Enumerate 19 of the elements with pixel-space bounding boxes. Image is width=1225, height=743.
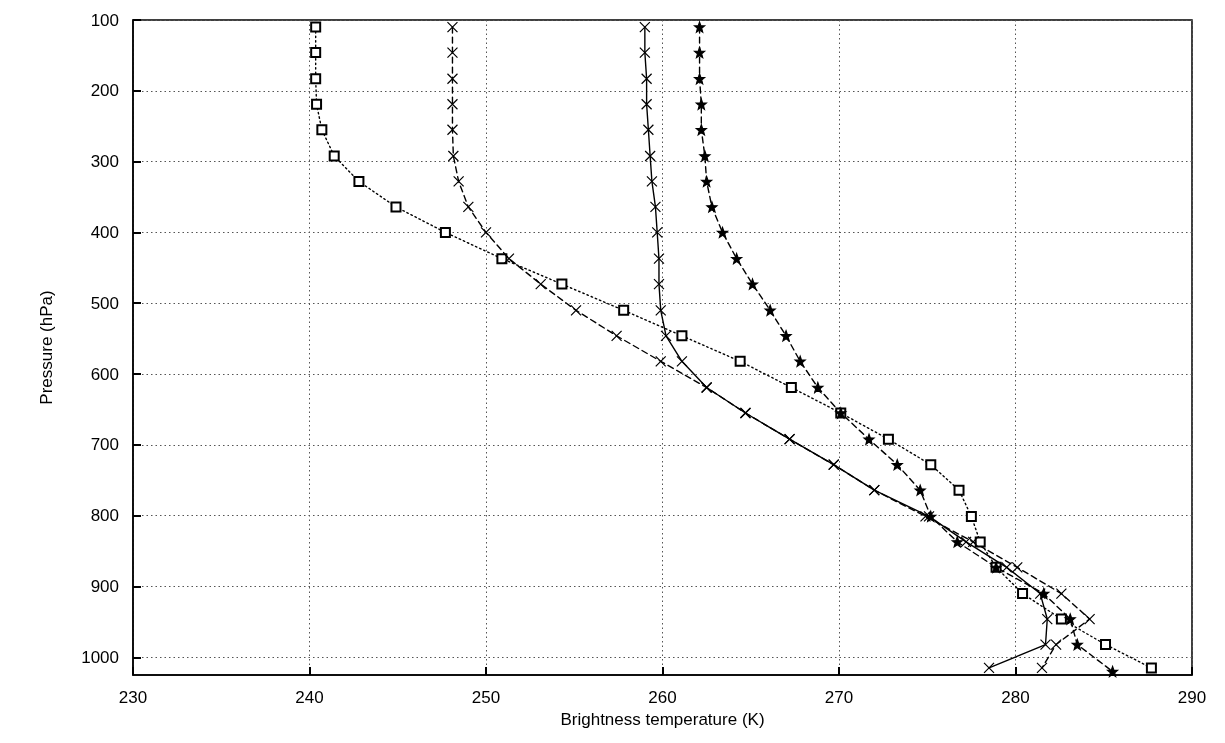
y-tick-label: 900 xyxy=(90,576,119,596)
y-tick-label: 300 xyxy=(90,152,119,172)
x-tick-label: 230 xyxy=(118,688,148,707)
y-tick-label: 1000 xyxy=(81,647,119,667)
y-tick-label: 600 xyxy=(90,364,119,384)
y-tick-label: 500 xyxy=(90,293,119,313)
y-axis-title: Pressure (hPa) xyxy=(37,290,56,405)
x-axis-title: Brightness temperature (K) xyxy=(560,709,765,729)
x-tick-label: 260 xyxy=(648,688,677,707)
y-tick-label: 100 xyxy=(90,10,119,30)
x-tick-label: 240 xyxy=(295,688,324,707)
x-tick-label: 270 xyxy=(824,688,854,707)
x-tick-label: 290 xyxy=(1177,688,1207,707)
y-tick-label: 200 xyxy=(90,81,119,101)
y-tick-label: 800 xyxy=(90,506,119,526)
y-tick-label: 400 xyxy=(90,222,119,242)
y-tick-label: 700 xyxy=(90,435,119,455)
x-tick-label: 280 xyxy=(1001,688,1030,707)
x-tick-label: 250 xyxy=(471,688,501,707)
